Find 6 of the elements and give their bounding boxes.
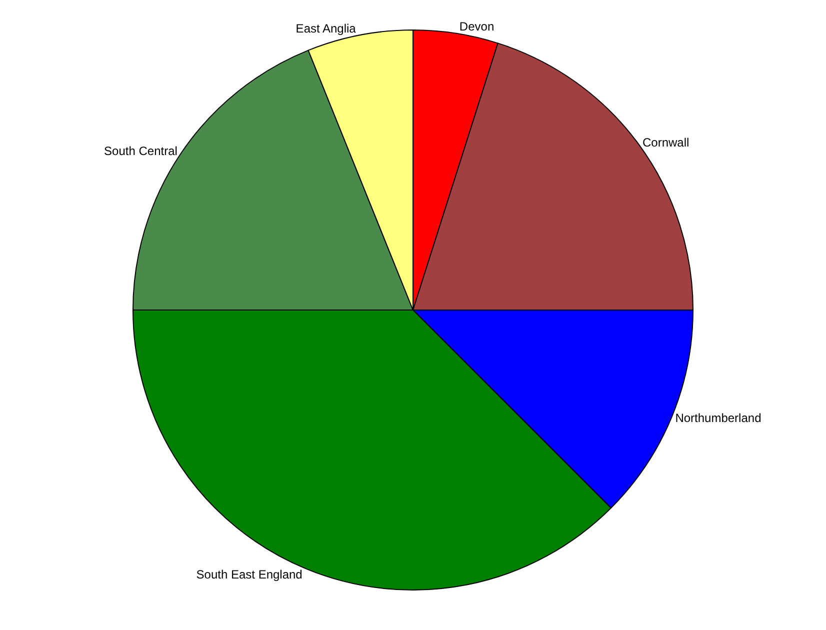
slice-label: South Central bbox=[104, 144, 178, 158]
slice-label: Northumberland bbox=[675, 411, 762, 426]
slice-label: Devon bbox=[459, 19, 494, 34]
slice-label: South East England bbox=[196, 568, 302, 582]
slice-label: Cornwall bbox=[642, 135, 690, 150]
slice-label: East Anglia bbox=[296, 21, 356, 36]
